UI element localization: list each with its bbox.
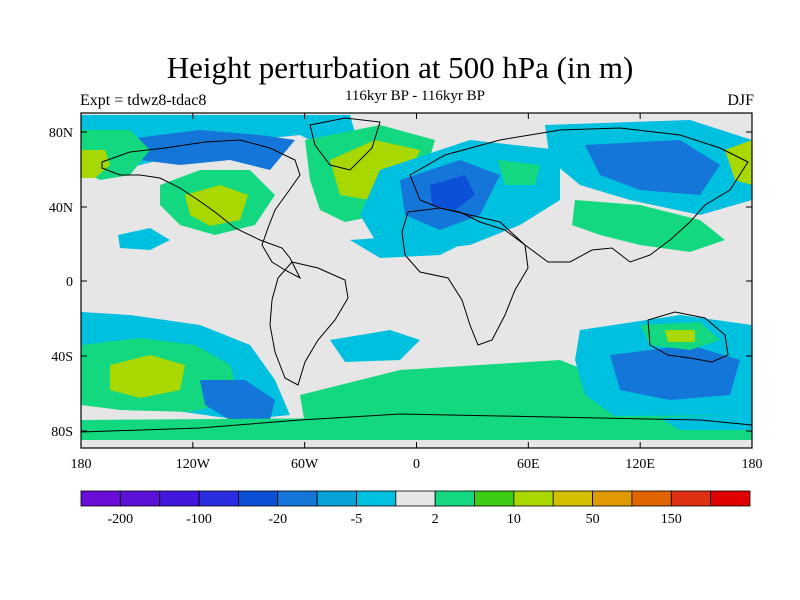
colorbar-swatch — [356, 490, 397, 507]
contour-green-east-asia — [572, 200, 725, 252]
contour-green-south-atlantic — [300, 360, 620, 435]
contour-cyan-south-atlantic — [330, 330, 420, 362]
lon-tick-label: 180 — [71, 457, 92, 472]
contour-lime-aus — [665, 330, 695, 342]
lon-tick-label: 120W — [176, 457, 211, 472]
contour-fields — [81, 115, 752, 440]
lat-tick-label: 0 — [66, 275, 73, 290]
coastline-north-america — [101, 139, 302, 280]
lon-tick-label: 60W — [291, 457, 319, 472]
lat-tick-label: 80N — [49, 126, 73, 141]
lon-tick-label: 60E — [517, 457, 540, 472]
lon-tick-label: 0 — [413, 457, 420, 472]
coastline-south-america — [269, 261, 349, 386]
contour-green-africa — [498, 160, 540, 185]
contour-green-antarctic — [81, 415, 752, 440]
colorbar-swatch — [395, 490, 436, 507]
contour-darkblue-eurasia — [430, 175, 475, 210]
colorbar-swatch — [316, 490, 357, 507]
colorbar-label: -100 — [186, 512, 212, 527]
coastline-greenland — [309, 117, 381, 171]
contour-cyan-atlantic-subtropic — [350, 235, 470, 258]
lat-tick-label: 80S — [51, 425, 73, 440]
contour-blue-siberia — [585, 140, 720, 195]
colorbar-swatch — [631, 490, 672, 507]
season-label: DJF — [727, 92, 754, 109]
lon-tick-label: 120E — [625, 457, 655, 472]
colorbar-swatch — [238, 490, 279, 507]
colorbar-label: 50 — [586, 512, 600, 527]
colorbar-swatch — [80, 490, 121, 507]
contour-blue-antarctic-pacific — [200, 380, 275, 420]
experiment-label: Expt = tdwz8-tdac8 — [80, 92, 207, 109]
colorbar-swatch — [434, 490, 475, 507]
contour-lime-south-pacific — [110, 355, 185, 398]
plot-title: Height perturbation at 500 hPa (in m) — [166, 50, 634, 85]
map-axes: 180 120W 60W 0 60E 120E 180 80N 40N 0 40S 80S — [49, 113, 763, 472]
contour-cyan-antarctic-east — [660, 414, 752, 430]
coastline-antarctica — [81, 413, 752, 433]
coastline-africa — [401, 207, 529, 346]
coastline-eurasia — [409, 127, 749, 263]
colorbar-swatch — [670, 490, 712, 507]
colorbar-swatch — [474, 490, 515, 507]
colorbar-label: 150 — [661, 512, 682, 527]
coastline-australia — [647, 311, 729, 363]
colorbar-swatch — [592, 490, 633, 507]
contour-blue-south-indian — [610, 345, 740, 400]
contour-blue-north-america — [120, 130, 295, 170]
colorbar-label: -5 — [351, 512, 363, 527]
lat-tick-label: 40S — [51, 350, 73, 365]
colorbar-swatch — [198, 490, 239, 507]
colorbar-label: -200 — [108, 512, 134, 527]
lat-tick-label: 40N — [49, 201, 73, 216]
colorbar: -200 -100 -20 -5 2 10 50 150 — [80, 490, 751, 527]
colorbar-label: 10 — [507, 512, 521, 527]
colorbar-swatch — [159, 490, 200, 507]
contour-cyan-pacific-subtropic — [118, 228, 170, 250]
colorbar-swatch — [277, 490, 318, 507]
colorbar-swatch — [552, 490, 593, 507]
plot-subtitle: 116kyr BP - 116kyr BP — [344, 88, 485, 104]
contour-lime-na-ridge — [185, 185, 248, 226]
colorbar-label: -20 — [268, 512, 287, 527]
contour-lime-alaska — [81, 150, 110, 178]
coastlines — [81, 117, 752, 433]
colorbar-swatch — [513, 490, 554, 507]
colorbar-label: 2 — [432, 512, 439, 527]
colorbar-swatch — [119, 490, 161, 507]
contour-lime-ne-pacific — [725, 140, 752, 185]
lon-tick-label: 180 — [742, 457, 763, 472]
colorbar-swatch — [710, 490, 751, 507]
